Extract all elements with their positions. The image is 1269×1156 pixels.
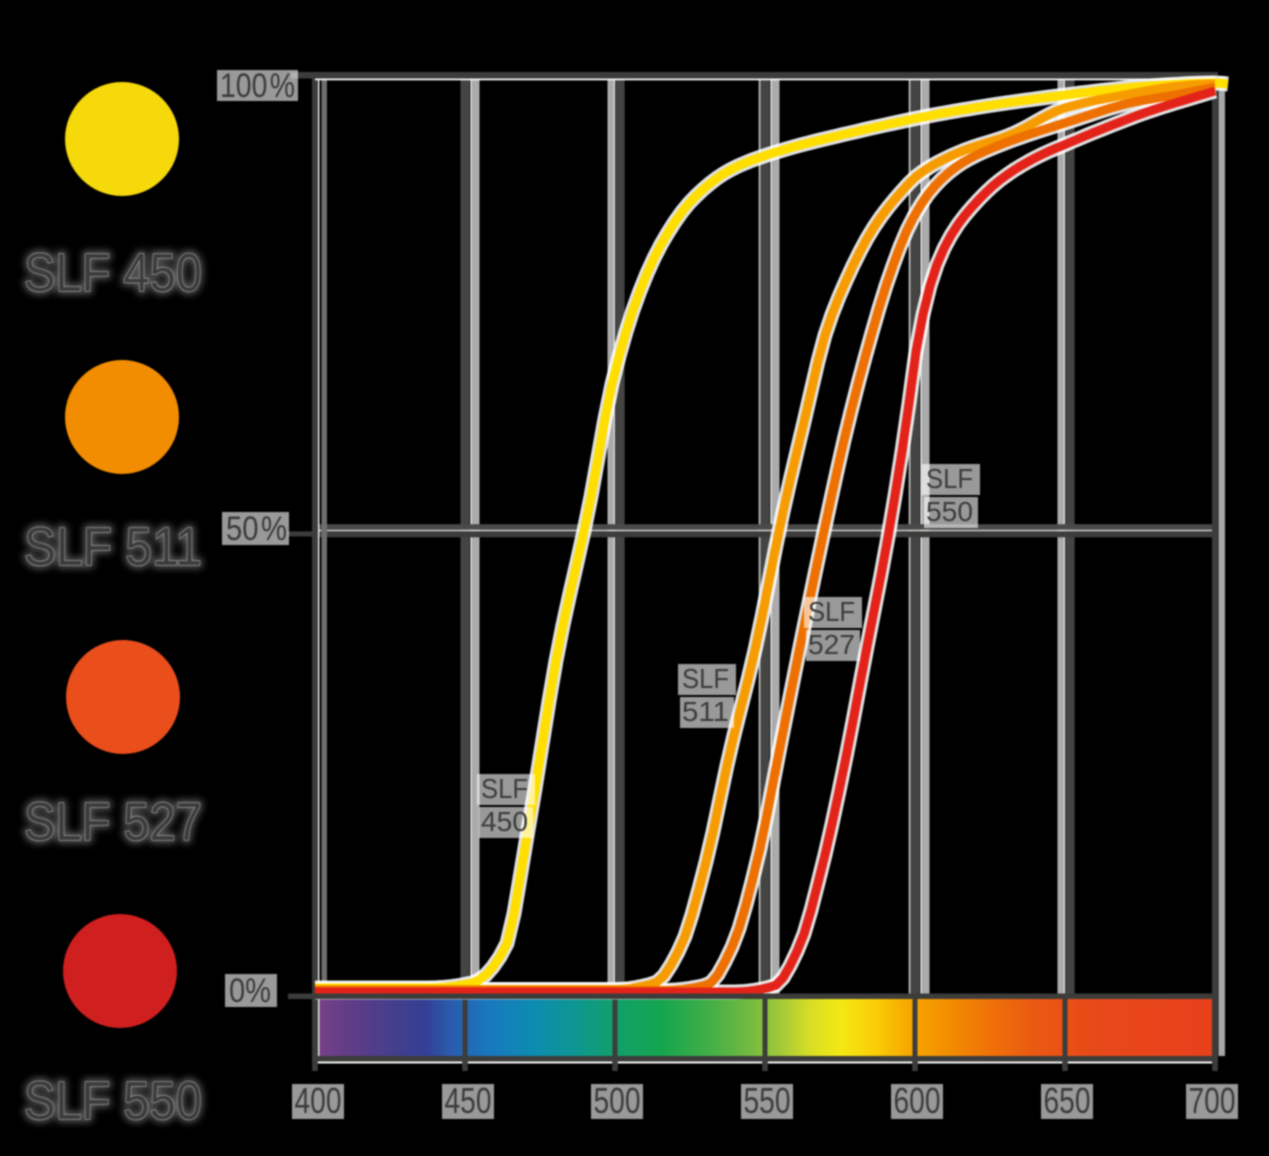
- svg-text:SLF 511: SLF 511: [24, 517, 202, 577]
- svg-text:500: 500: [594, 1080, 641, 1121]
- svg-text:SLF: SLF: [926, 463, 973, 494]
- svg-text:SLF 450: SLF 450: [24, 243, 202, 303]
- svg-text:400: 400: [295, 1080, 342, 1121]
- svg-text:650: 650: [1044, 1080, 1091, 1121]
- svg-text:SLF 450: SLF 450: [24, 243, 202, 303]
- svg-text:527: 527: [808, 629, 855, 660]
- svg-text:SLF 511: SLF 511: [24, 517, 202, 577]
- svg-text:SLF 550: SLF 550: [24, 1071, 202, 1131]
- svg-text:0%: 0%: [229, 972, 271, 1010]
- svg-text:SLF 550: SLF 550: [24, 1071, 202, 1131]
- svg-text:SLF 511: SLF 511: [24, 517, 202, 577]
- svg-text:SLF 527: SLF 527: [24, 792, 202, 852]
- svg-text:450: 450: [481, 806, 528, 837]
- svg-text:550: 550: [744, 1080, 791, 1121]
- svg-text:550: 550: [926, 496, 973, 527]
- svg-text:SLF: SLF: [682, 663, 729, 694]
- svg-text:SLF: SLF: [481, 773, 528, 804]
- svg-text:511: 511: [682, 696, 729, 727]
- svg-text:SLF: SLF: [808, 596, 855, 627]
- svg-text:SLF 527: SLF 527: [24, 792, 202, 852]
- svg-text:SLF 550: SLF 550: [24, 1071, 202, 1131]
- svg-text:SLF 527: SLF 527: [24, 792, 202, 852]
- svg-text:450: 450: [445, 1080, 492, 1121]
- svg-text:700: 700: [1189, 1080, 1236, 1121]
- svg-text:100 %: 100 %: [220, 67, 295, 105]
- svg-text:600: 600: [894, 1080, 941, 1121]
- svg-text:SLF 450: SLF 450: [24, 243, 202, 303]
- svg-text:50 %: 50 %: [226, 510, 287, 548]
